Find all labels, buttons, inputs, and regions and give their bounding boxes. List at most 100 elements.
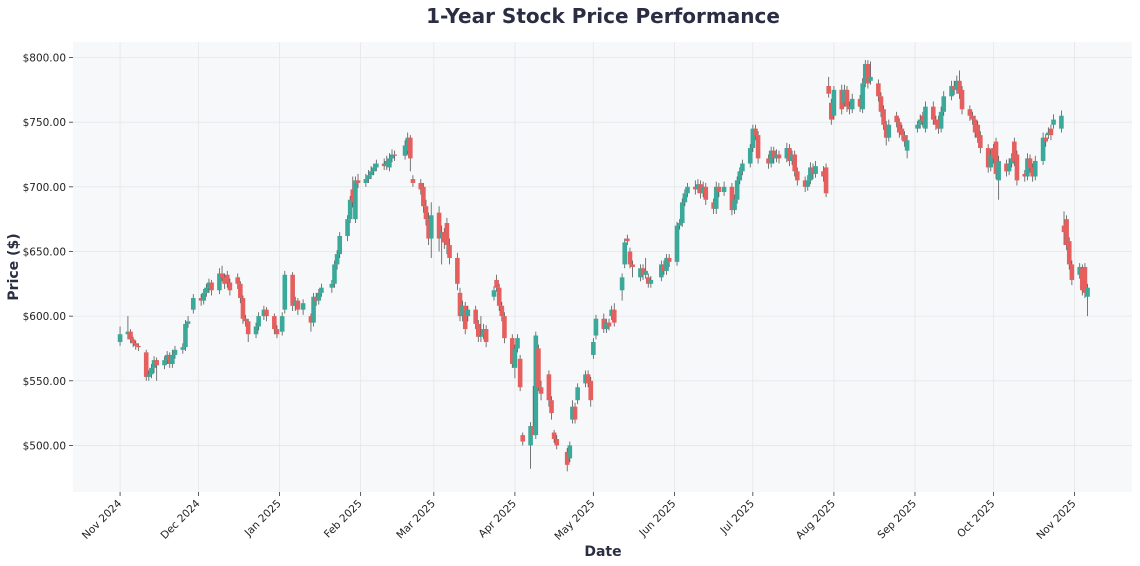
candle	[392, 150, 397, 161]
x-tick-label: Dec 2024	[159, 497, 203, 541]
candle-body-up	[1006, 163, 1012, 172]
candle-body-up	[374, 163, 379, 168]
candles	[117, 60, 1090, 472]
candle-body-up	[695, 184, 701, 190]
candle	[753, 124, 758, 141]
candle	[245, 318, 251, 342]
candle-body-down	[899, 128, 905, 136]
candle-body-down	[227, 282, 233, 291]
candle	[428, 202, 434, 258]
candle	[272, 313, 277, 335]
candle-body-down	[606, 322, 612, 327]
x-tick-label: Jul 2025	[718, 498, 757, 537]
candle-body-up	[862, 63, 868, 84]
candle-body-down	[313, 296, 319, 301]
candle	[190, 294, 196, 314]
candle	[716, 182, 722, 198]
candle	[865, 60, 871, 89]
candle-body-down	[1082, 267, 1088, 293]
candle	[1046, 127, 1051, 139]
candle	[750, 124, 756, 152]
candle	[444, 217, 450, 255]
candle	[774, 149, 779, 163]
candle-body-up	[1051, 119, 1056, 125]
candle-body-up	[750, 128, 756, 149]
candle	[279, 312, 285, 336]
candle	[491, 286, 497, 301]
candle-body-down	[951, 85, 957, 90]
candle	[933, 115, 939, 130]
candle-body-up	[808, 167, 813, 181]
candle	[1085, 283, 1090, 317]
candle	[530, 385, 536, 436]
candle-body-down	[1030, 167, 1035, 177]
candle-body-down	[243, 318, 248, 322]
candle	[554, 435, 560, 450]
candle	[1012, 137, 1017, 167]
candle	[849, 93, 855, 114]
candle	[533, 331, 539, 439]
candle-body-down	[473, 309, 478, 324]
candle-body-down	[625, 238, 630, 242]
candle-body-up	[428, 215, 434, 239]
candle	[130, 336, 136, 348]
candle-body-down	[776, 154, 782, 159]
candle-body-down	[308, 316, 314, 323]
candle-body-up	[619, 277, 625, 291]
candle-body-down	[630, 264, 635, 267]
candle-body-down	[936, 119, 941, 129]
candle	[227, 278, 233, 296]
candle-body-down	[483, 329, 489, 342]
candle	[308, 313, 314, 332]
candle-body-up	[1059, 115, 1064, 129]
candle	[125, 316, 131, 340]
candle-body-up	[638, 268, 643, 278]
candle-body-down	[810, 167, 816, 174]
candle-body-down	[729, 186, 735, 211]
candle	[238, 281, 243, 304]
candle	[295, 298, 301, 315]
candle-body-up	[190, 298, 196, 310]
candle	[700, 181, 706, 198]
candle	[975, 120, 981, 143]
candle-body-down	[421, 186, 426, 207]
candle	[766, 154, 771, 169]
candle-body-down	[209, 282, 214, 291]
candle-body-down	[551, 432, 557, 439]
candle-body-down	[876, 83, 881, 97]
y-axis: $500.00 $550.00 $600.00 $650.00 $700.00 $750.…	[23, 53, 73, 452]
candle-body-up	[515, 338, 520, 349]
candle-body-down	[245, 321, 251, 335]
candle	[789, 150, 795, 165]
candle	[494, 274, 499, 292]
candle-body-up	[465, 309, 471, 317]
candle-body-down	[975, 124, 981, 138]
candle	[282, 270, 288, 314]
y-axis-label: Price ($)	[6, 233, 22, 300]
candle-body-down	[828, 102, 834, 120]
candle	[337, 232, 343, 258]
candle-body-down	[520, 435, 526, 442]
candle-body-up	[643, 270, 648, 275]
candle-body-up	[805, 180, 811, 187]
candle-body-down	[627, 251, 633, 265]
candle	[447, 238, 452, 265]
candle-body-up	[570, 406, 575, 420]
candle	[915, 120, 920, 133]
candle-body-down	[711, 202, 716, 209]
candle	[645, 273, 651, 288]
candle	[536, 344, 541, 392]
candle	[496, 283, 502, 311]
candle-body-down	[844, 89, 850, 107]
candle	[740, 159, 745, 176]
candle-body-up	[164, 354, 170, 361]
candle	[868, 61, 873, 85]
candle	[679, 198, 685, 227]
candle	[625, 234, 630, 246]
x-tick-label: Nov 2025	[1034, 498, 1078, 542]
candle-body-up	[679, 202, 685, 224]
candle-body-down	[546, 374, 552, 401]
candle	[674, 221, 680, 266]
candle-body-up	[371, 167, 377, 172]
